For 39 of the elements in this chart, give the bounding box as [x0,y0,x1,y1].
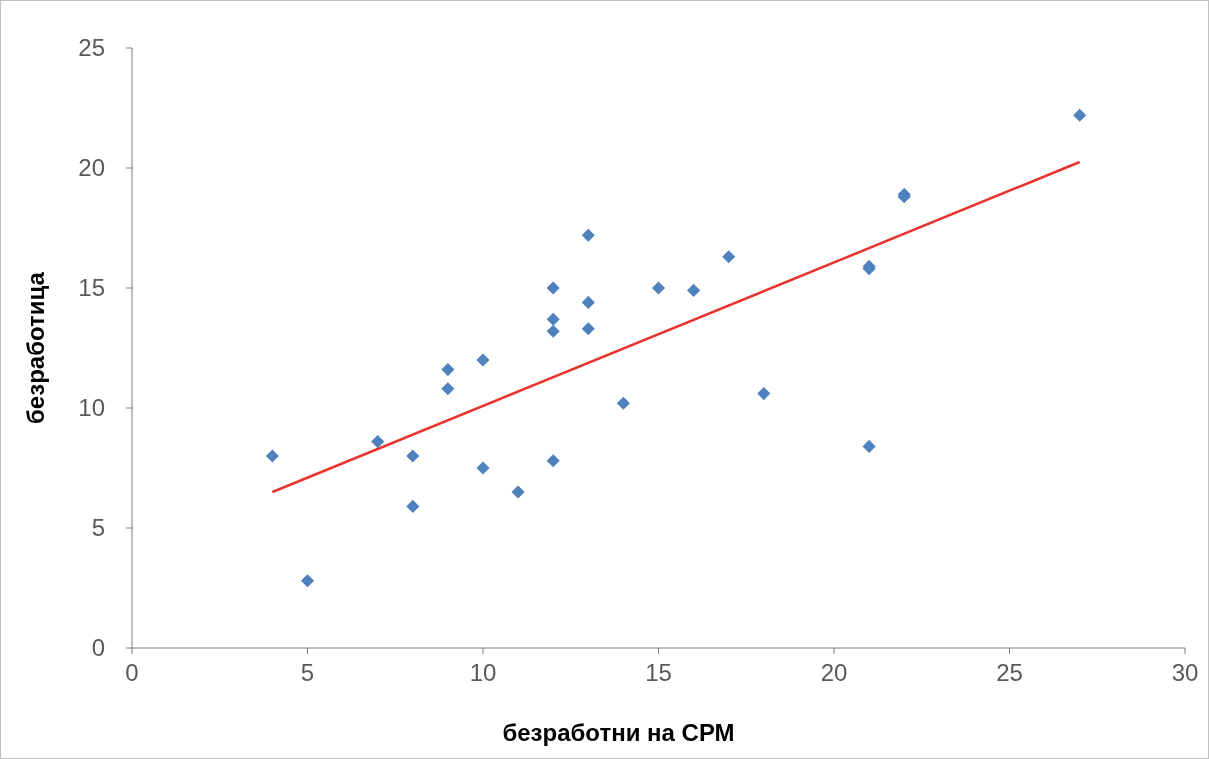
point [651,281,666,295]
point [546,281,560,295]
point [511,485,525,499]
y-tick-label: 15 [78,274,105,302]
point [1073,108,1087,122]
point [265,449,279,463]
point [687,283,701,297]
point [441,382,455,396]
x-tick-label: 5 [300,659,315,686]
x-axis-title: безработни на СРМ [502,719,735,746]
point [581,228,595,242]
point [581,295,595,309]
point [476,461,490,475]
x-tick-label: 15 [645,659,672,686]
y-tick-label: 25 [78,34,105,62]
point [441,363,455,377]
point [546,454,560,468]
point [546,324,560,338]
y-axis-title: безработица [22,271,49,424]
point [406,449,420,463]
x-tick-label: 10 [469,659,497,686]
y-tick-label: 0 [91,634,105,662]
x-tick-label: 25 [996,659,1023,686]
point [616,396,630,410]
point [476,353,490,367]
x-tick-label: 20 [820,659,848,686]
y-tick-label: 10 [78,394,105,422]
point [371,435,385,449]
point [722,250,736,264]
point [406,499,420,513]
point [757,387,771,401]
point [546,312,560,326]
x-tick-label: 0 [125,659,139,686]
y-tick-label: 20 [78,154,105,182]
x-tick-label: 30 [1171,659,1199,686]
point [300,574,315,588]
point [862,439,876,453]
y-tick-label: 5 [91,514,105,542]
point [581,322,595,336]
